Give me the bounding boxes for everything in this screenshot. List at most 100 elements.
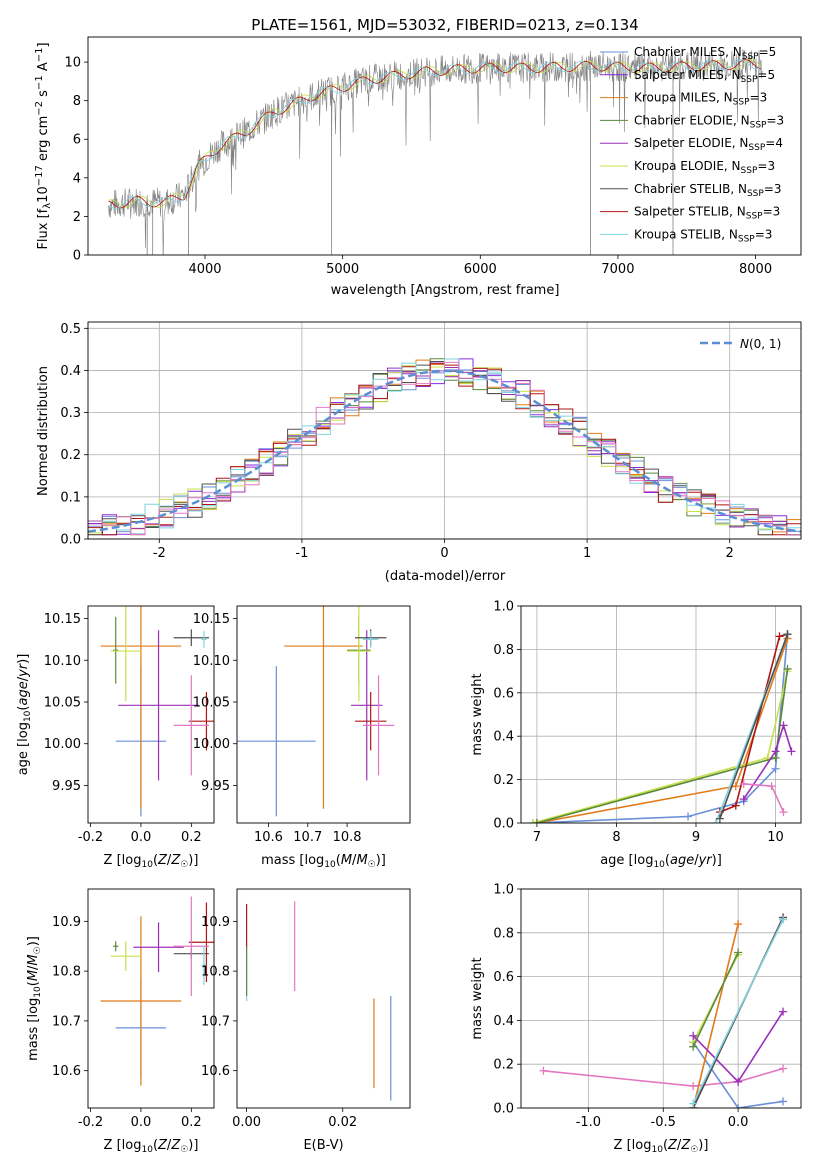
mass_vs_Z-ytick-label: 10.8: [52, 965, 81, 980]
age_vs_Z-xlabel-part: Z: [170, 853, 181, 868]
mw_vs_age-point-marker: [739, 795, 748, 804]
mass_vs_Z-axes: -0.2 0.0 0.2 10.6 10.7 10.8 10.9: [52, 888, 215, 1130]
mw_vs_age-xlabel-part: /: [694, 853, 699, 868]
mass_vs_Z-ylabel-part: (: [26, 981, 41, 986]
spectrum-legend-entry-part: =3: [764, 182, 782, 196]
spectrum-ytick-label: 4: [73, 171, 81, 186]
residuals-ylabel: Normed distribution: [36, 366, 51, 496]
mw_vs_Z-ylabel: mass weight: [470, 957, 485, 1039]
residuals-ytick-label: 0.1: [60, 490, 81, 505]
residuals-plot-area: [88, 358, 801, 536]
mw_vs_Z-xlabel-part: Z: [667, 1138, 678, 1153]
mw_vs_age-point-marker: [767, 782, 776, 791]
mw_vs_Z-xtick-label: -1.0: [576, 1115, 601, 1130]
mw_vs_age-point-marker: [711, 819, 720, 823]
age_vs_mass-frame: [236, 605, 411, 824]
mw_vs_age-xlabel: age [log10(age/yr)]: [600, 853, 722, 870]
mw_vs_age-ytick-label: 0.4: [493, 730, 514, 745]
spectrum-legend-entry-part: SSP: [733, 98, 750, 108]
mass_vs_ebv-axes: 0.00 0.02 10.6 10.7 10.8 10.9: [201, 888, 411, 1130]
spectrum-legend-entry-part: =5: [759, 45, 777, 59]
spectrum-legend-entry: Chabrier STELIB, NSSP=3: [634, 182, 782, 199]
mass_vs_ebv-ytick-label: 10.6: [201, 1064, 230, 1079]
spectrum-legend-entry-part: Kroupa MILES, N: [634, 91, 733, 105]
mw_vs_age-xlabel-part: )]: [712, 853, 722, 868]
mw_vs_age-series-line: [532, 634, 789, 823]
mass_vs_Z-ytick-label: 10.7: [52, 1014, 81, 1029]
spectrum-legend-entry-part: Kroupa STELIB, N: [634, 227, 738, 241]
age_vs_Z-xlabel-part: Z [log: [104, 853, 142, 868]
spectrum-legend-entry-part: =3: [766, 113, 784, 127]
spectrum-ylabel: Flux [fλ10−17 erg cm−2 s−1 A−1]: [34, 42, 53, 249]
mass_vs_ebv-ytick-label: 10.8: [201, 965, 230, 980]
mw_vs_Z-xtick-label: -0.5: [651, 1115, 676, 1130]
mass_vs_Z-xlabel-part: (: [153, 1138, 158, 1153]
mw_vs_age-ytick-label: 0.0: [493, 817, 514, 832]
residuals-ytick-label: 0.2: [60, 448, 81, 463]
mass_vs_Z-plot-area: [100, 896, 214, 1086]
mw_vs_age-point-marker: [528, 819, 537, 823]
age_vs_mass-ytick-label: 10.15: [193, 612, 230, 627]
mw_vs_age-point-marker: [731, 782, 740, 791]
residuals-xtick-label: 0: [440, 546, 448, 561]
residuals-ytick-label: 0.3: [60, 406, 81, 421]
gauss-legend-label-part: (0, 1): [749, 337, 781, 351]
mass_vs_Z-xlabel-part: ☉: [180, 1145, 188, 1155]
mw_vs_age-xtick-label: 7: [533, 830, 541, 845]
mw_vs_age-xtick-label: 10: [767, 830, 784, 845]
residuals-xtick-label: 2: [726, 546, 734, 561]
gauss-legend-label-part: N: [740, 337, 749, 351]
spectrum-ylabel-part: s: [36, 90, 51, 101]
spectrum-ylabel-part: ]: [36, 42, 51, 47]
age_vs_Z-ylabel-part: yr: [16, 662, 31, 678]
spectrum-xtick-label: 5000: [326, 262, 359, 277]
mw_vs_age-point-marker: [771, 764, 780, 773]
mw_vs_Z-series-line: [692, 919, 784, 1104]
mw_vs_Z-ytick-label: 0.2: [493, 1058, 514, 1073]
mass_vs_Z-xlabel-part: Z [log: [104, 1138, 142, 1153]
spectrum-plot-area: [108, 49, 763, 255]
spectrum-legend-entry-part: =3: [750, 91, 768, 105]
mass_vs_ebv-xtick-label: 0.00: [232, 1115, 261, 1130]
age_vs_mass-xlabel-part: 10: [324, 860, 336, 870]
mass_vs_ebv-ytick-label: 10.7: [201, 1014, 230, 1029]
mass_vs_Z-ylabel: mass [log10(M/M☉)]: [26, 936, 43, 1061]
spectrum-legend-entry-part: Chabrier STELIB, N: [634, 182, 747, 196]
age_vs_mass-ytick-label: 10.10: [193, 654, 230, 669]
spectrum-ylabel-part: A: [36, 62, 51, 75]
residuals-xtick-label: -2: [153, 546, 166, 561]
spectrum-legend-entry-part: SSP: [748, 143, 765, 153]
age_vs_mass-ytick-label: 10.05: [193, 695, 230, 710]
mw_vs_Z-series-line: [692, 923, 739, 1108]
spectrum-legend-entry-part: SSP: [747, 189, 764, 199]
spectrum-legend-entry: Kroupa ELODIE, NSSP=3: [634, 159, 775, 176]
spectrum-legend-entry-part: Kroupa ELODIE, N: [634, 159, 741, 173]
age_vs_Z-axes: -0.2 0.0 0.2 9.95 10.00 10.05 10.10 10.15: [44, 605, 215, 845]
residuals-frame: [87, 321, 802, 540]
age_vs_mass-xlabel: mass [log10(M/M☉)]: [261, 853, 386, 870]
spectrum-ytick-label: 0: [73, 249, 81, 264]
gauss-legend-label: N(0, 1): [740, 337, 781, 351]
mass_vs_Z-xtick-label: -0.2: [78, 1115, 103, 1130]
mw_vs_age-point-marker: [771, 747, 780, 756]
mw_vs_age-series-line: [743, 783, 785, 813]
residuals-ytick-label: 0.4: [60, 364, 81, 379]
mass_vs_Z-ylabel-part: M: [26, 954, 41, 965]
spectrum-xlabel: wavelength [Angstrom, rest frame]: [331, 283, 560, 298]
spectrum-xtick-label: 8000: [739, 262, 772, 277]
age_vs_Z-ylabel-part: /: [16, 676, 31, 681]
age_vs_Z-ytick-label: 9.95: [52, 779, 81, 794]
spectrum-ytick-label: 2: [73, 210, 81, 225]
spectrum-legend-entry-part: SSP: [741, 75, 758, 85]
residuals-xtick-label: -1: [295, 546, 308, 561]
age_vs_Z-ylabel-part: (: [16, 706, 31, 711]
mass_vs_ebv-xlabel-part: E(B-V): [303, 1138, 343, 1153]
spectrum-model-line: [108, 59, 762, 209]
mw_vs_Z-xlabel-part: (: [663, 1138, 668, 1153]
residuals-xtick-label: 1: [583, 546, 591, 561]
mw_vs_age-point-marker: [532, 819, 541, 823]
age_vs_mass-xlabel-part: /: [352, 853, 357, 868]
age_vs_mass-xtick-label: 10.7: [293, 830, 322, 845]
spectrum-legend-entry-part: SSP: [738, 234, 755, 244]
